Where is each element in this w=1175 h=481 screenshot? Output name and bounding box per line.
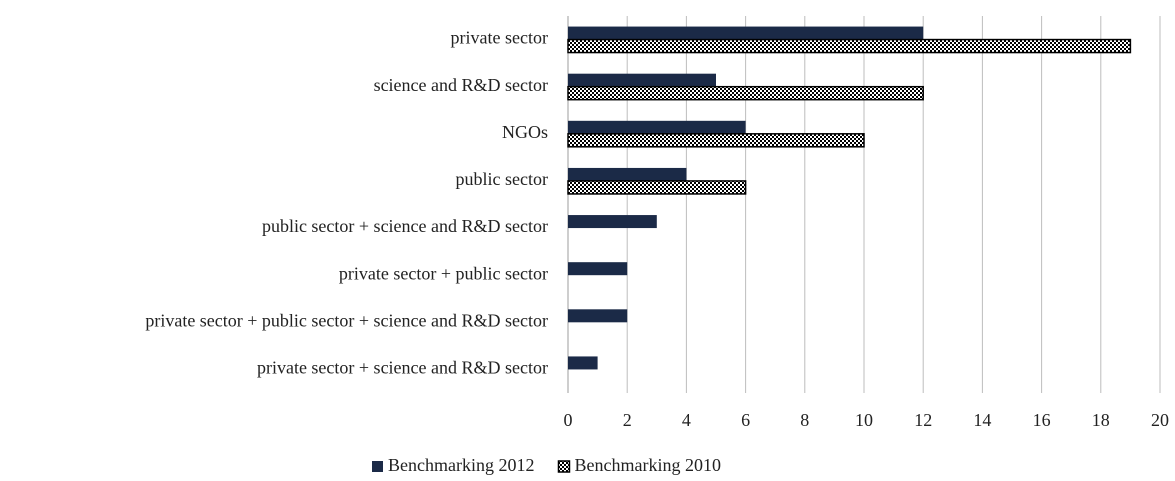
x-tick-label: 14 xyxy=(973,410,991,430)
y-tick-label: private sector xyxy=(451,28,548,48)
x-tick-label: 8 xyxy=(800,410,809,430)
x-tick-label: 2 xyxy=(623,410,632,430)
legend-marker xyxy=(557,460,571,473)
bar xyxy=(568,215,657,229)
x-tick-label: 4 xyxy=(682,410,691,430)
x-tick-label: 6 xyxy=(741,410,750,430)
bar xyxy=(568,167,687,181)
bar xyxy=(567,180,747,195)
bar xyxy=(567,38,1132,54)
x-tick-label: 0 xyxy=(564,410,573,430)
bar xyxy=(568,262,628,276)
x-tick-label: 10 xyxy=(855,410,873,430)
bar xyxy=(568,26,924,40)
legend-label: Benchmarking 2010 xyxy=(574,455,720,475)
bar xyxy=(567,85,924,101)
y-tick-label: public sector xyxy=(456,169,548,189)
bar xyxy=(567,133,865,148)
y-tick-label: public sector + science and R&D sector xyxy=(262,216,548,236)
y-tick-label: private sector + public sector xyxy=(339,263,548,283)
legend-label: Benchmarking 2012 xyxy=(388,455,534,475)
bar xyxy=(568,309,628,323)
y-tick-label: private sector + science and R&D sector xyxy=(257,358,548,378)
x-tick-label: 18 xyxy=(1092,410,1110,430)
bar xyxy=(568,356,598,370)
legend-marker xyxy=(372,461,383,472)
bar xyxy=(568,120,746,134)
x-tick-label: 16 xyxy=(1033,410,1051,430)
y-tick-label: science and R&D sector xyxy=(374,75,548,95)
bar xyxy=(568,73,716,87)
x-tick-label: 12 xyxy=(914,410,932,430)
x-tick-label: 20 xyxy=(1151,410,1169,430)
y-tick-label: private sector + public sector + science… xyxy=(145,310,548,330)
y-tick-label: NGOs xyxy=(502,122,548,142)
